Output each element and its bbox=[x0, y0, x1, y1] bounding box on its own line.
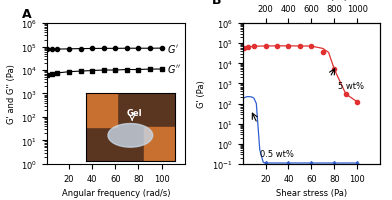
Text: $G''$: $G''$ bbox=[167, 63, 181, 75]
X-axis label: Angular frequency (rad/s): Angular frequency (rad/s) bbox=[62, 188, 170, 197]
Text: 0.5 wt%: 0.5 wt% bbox=[260, 149, 294, 158]
X-axis label: Shear stress (Pa): Shear stress (Pa) bbox=[276, 0, 347, 2]
Y-axis label: G' and G'' (Pa): G' and G'' (Pa) bbox=[7, 64, 16, 124]
X-axis label: Shear stress (Pa): Shear stress (Pa) bbox=[276, 188, 347, 197]
Text: $G'$: $G'$ bbox=[167, 42, 180, 54]
Text: B: B bbox=[212, 0, 222, 7]
Text: 5 wt%: 5 wt% bbox=[338, 81, 364, 90]
Text: A: A bbox=[22, 8, 32, 21]
Y-axis label: G' (Pa): G' (Pa) bbox=[198, 80, 207, 108]
